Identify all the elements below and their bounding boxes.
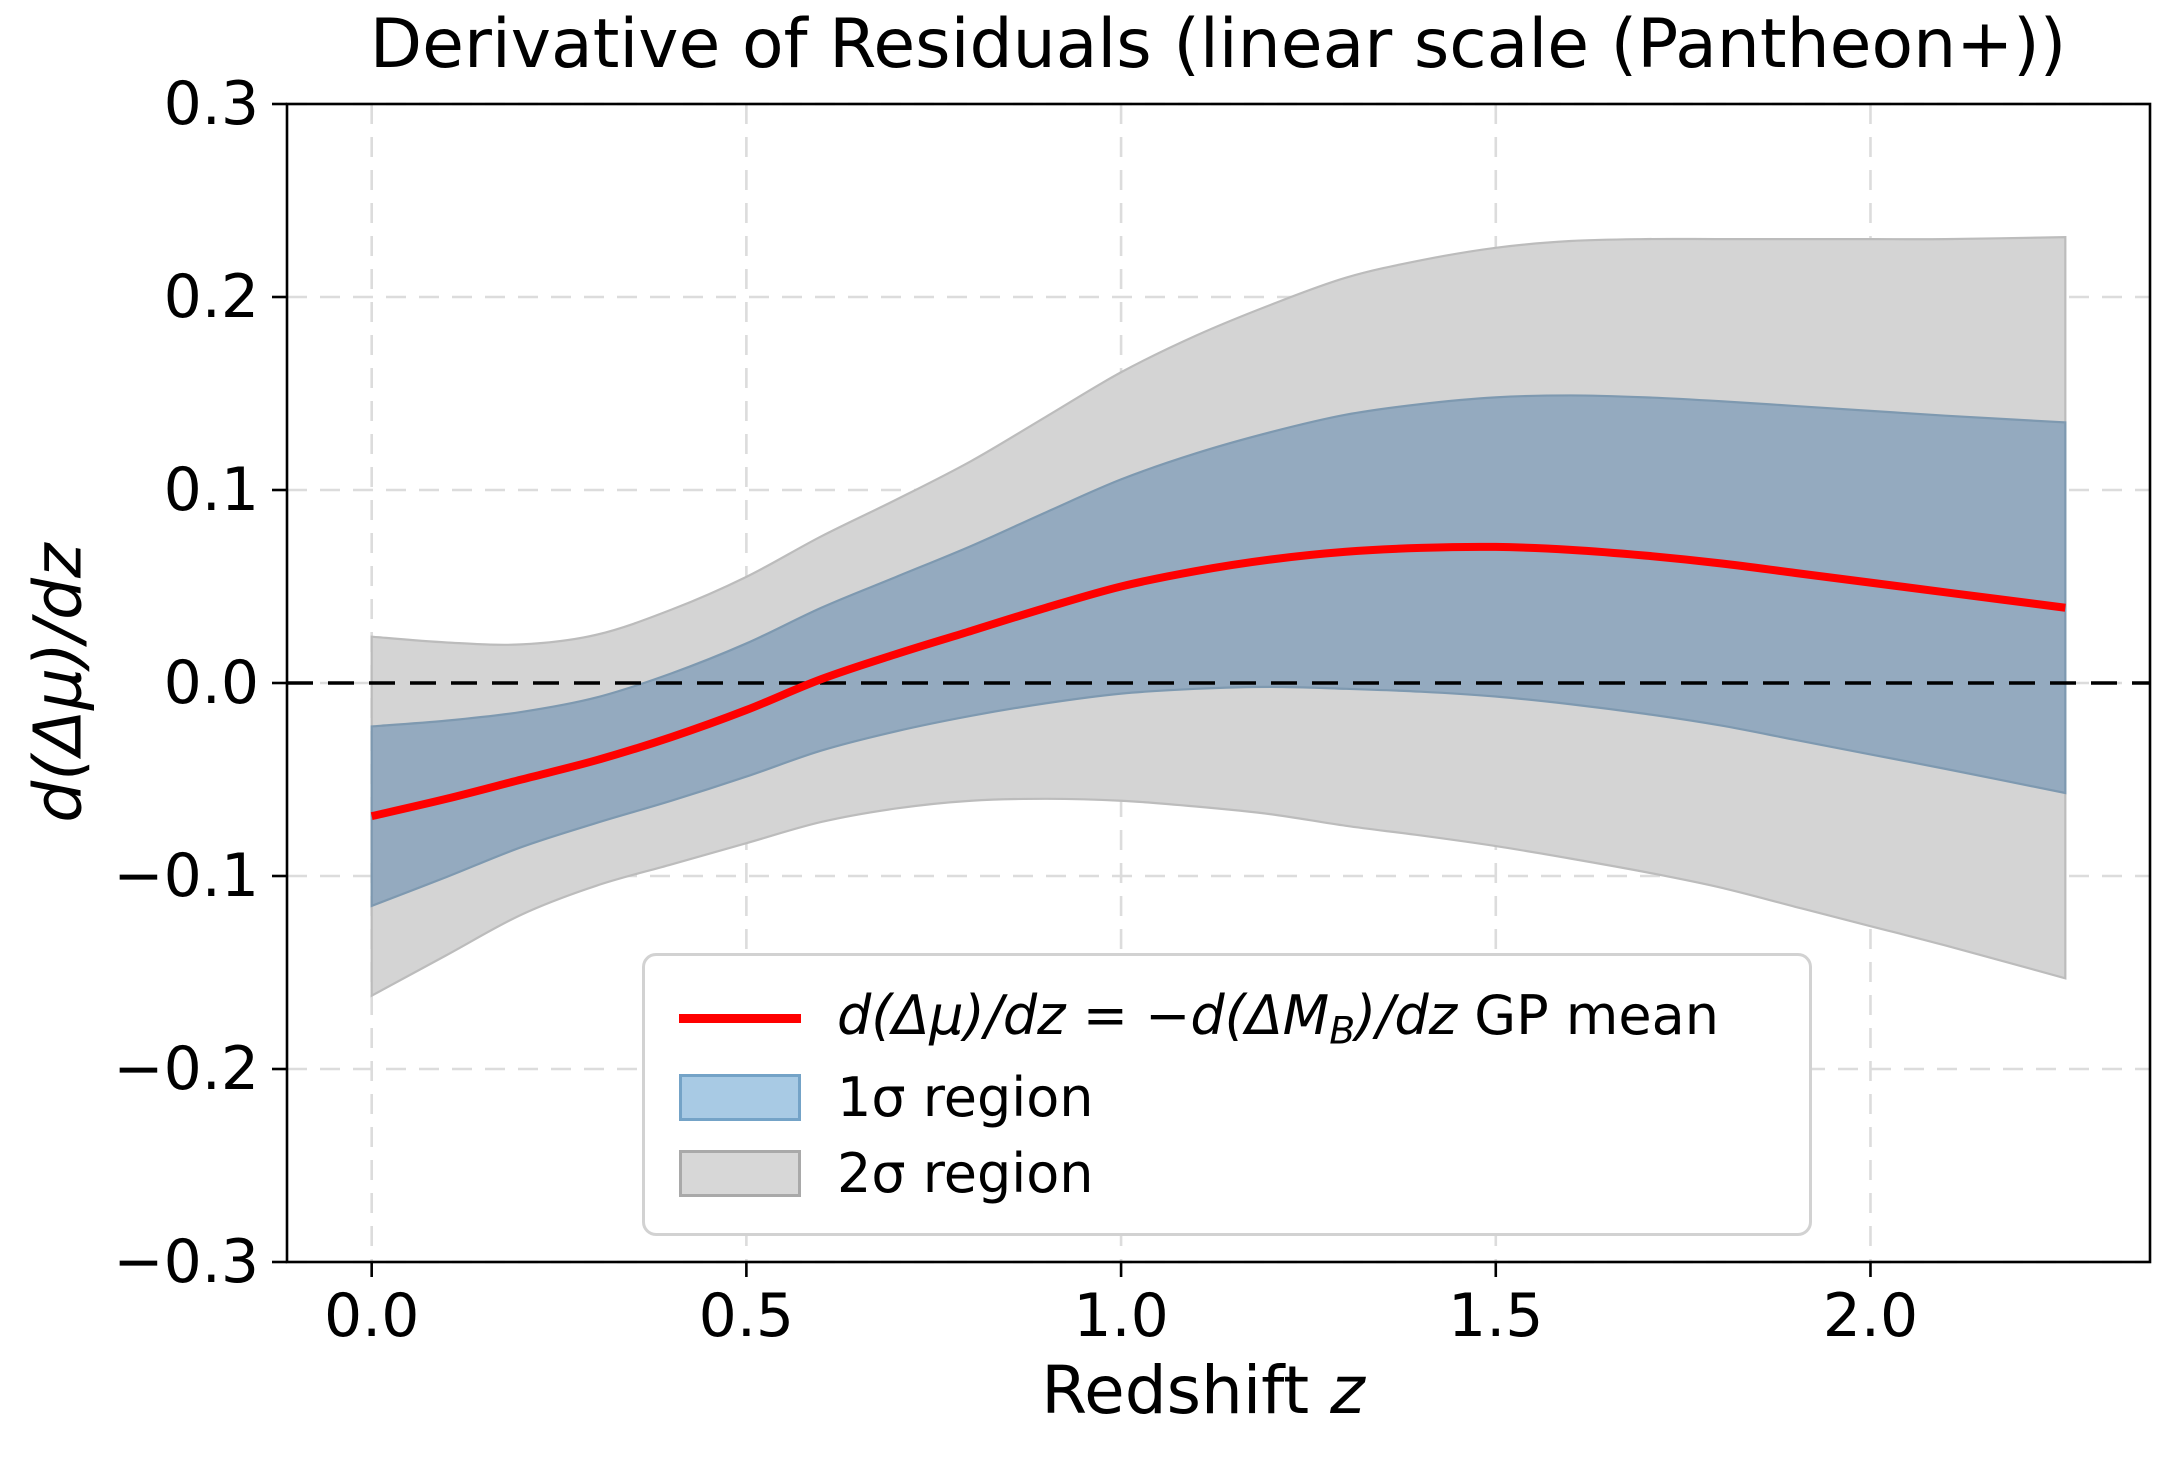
x-axis-label: Redshift z <box>1041 1352 1365 1429</box>
x-tick-label: 1.5 <box>1448 1281 1544 1351</box>
y-tick-label: 0.2 <box>163 262 259 332</box>
legend-item-gp-mean: d(Δμ)/dz = −d(ΔMB)/dz GP mean <box>679 984 1775 1053</box>
legend-line-swatch <box>679 1014 801 1024</box>
legend-item-2sigma: 2σ region <box>679 1142 1775 1205</box>
legend: d(Δμ)/dz = −d(ΔMB)/dz GP mean 1σ region … <box>642 953 1812 1236</box>
legend-label-1sigma: 1σ region <box>837 1065 1094 1129</box>
1sigma-band <box>370 394 2067 908</box>
y-tick-label: 0.3 <box>163 69 259 139</box>
legend-2sigma-swatch <box>679 1149 801 1197</box>
x-tick-label: 1.0 <box>1073 1281 1169 1351</box>
x-tick-label: 0.5 <box>698 1281 795 1351</box>
gp-mean-line <box>370 542 2066 821</box>
y-tick-label: −0.1 <box>113 841 259 911</box>
y-tick-label: 0.1 <box>163 455 259 525</box>
y-tick-label: −0.2 <box>113 1034 259 1104</box>
legend-1sigma-swatch <box>679 1073 801 1121</box>
x-tick-label: 2.0 <box>1822 1281 1919 1351</box>
legend-item-1sigma: 1σ region <box>679 1066 1775 1129</box>
chart-title: Derivative of Residuals (linear scale (P… <box>369 5 2067 84</box>
x-tick-label: 0.0 <box>323 1281 420 1351</box>
x-axis-label-math: z <box>1330 1352 1365 1429</box>
y-tick-label: −0.3 <box>113 1227 259 1297</box>
x-axis-label-text: Redshift <box>1041 1352 1331 1429</box>
y-tick-label: 0.0 <box>163 648 259 718</box>
legend-label-2sigma: 2σ region <box>837 1141 1094 1205</box>
y-axis-label: d(Δμ)/dz <box>19 543 97 823</box>
legend-label-gp-mean: d(Δμ)/dz = −d(ΔMB)/dz GP mean <box>837 984 1719 1053</box>
